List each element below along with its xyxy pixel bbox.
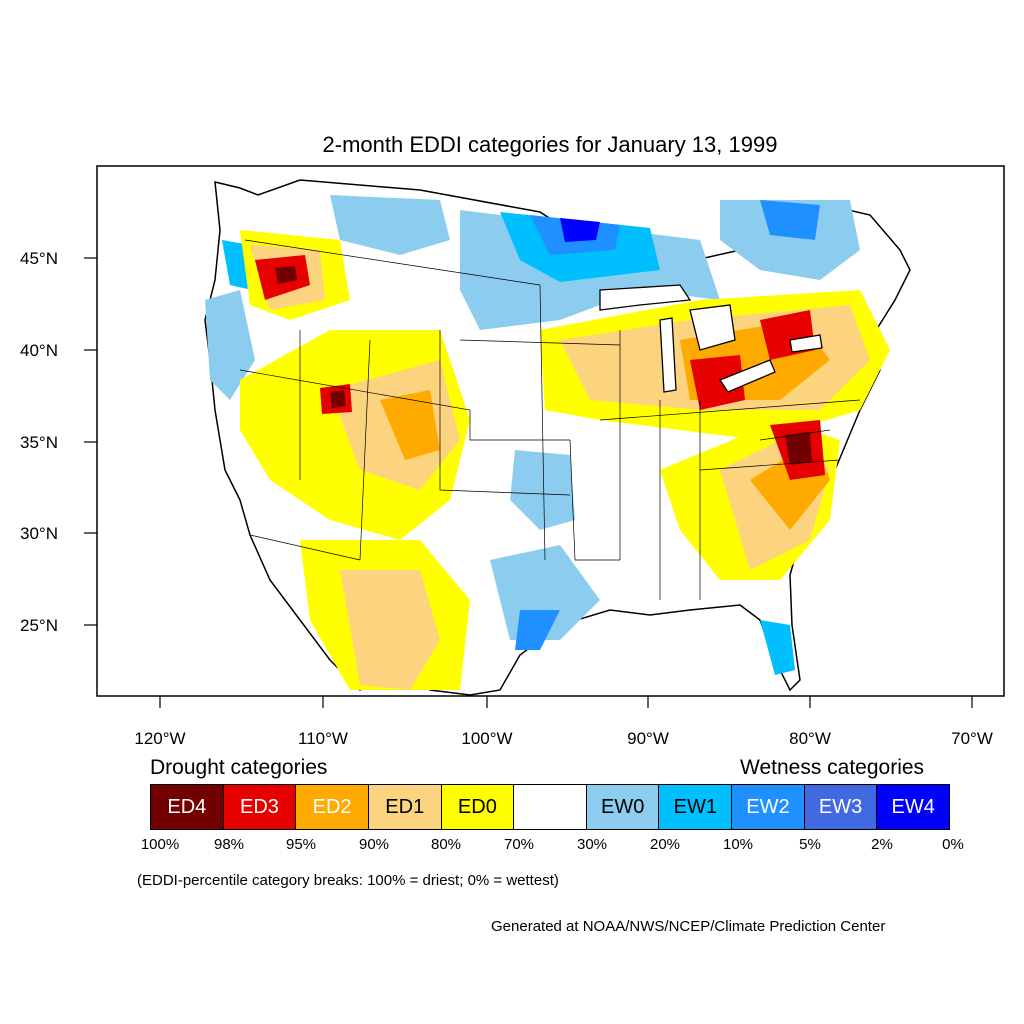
map-frame xyxy=(96,165,1005,697)
lon-label: 90°W xyxy=(627,729,669,748)
eddi-shading xyxy=(205,195,890,690)
lat-label: 25°N xyxy=(20,616,58,635)
lat-label: 35°N xyxy=(20,433,58,452)
legend-cell-ew1: EW1 xyxy=(659,785,733,829)
drought-categories-header: Drought categories xyxy=(150,756,328,779)
lat-label: 30°N xyxy=(20,524,58,543)
legend-break-label: 95% xyxy=(285,836,317,853)
lon-ticks xyxy=(159,696,973,708)
legend-cell-ew2: EW2 xyxy=(732,785,805,829)
legend-break-label: 5% xyxy=(799,836,821,853)
lon-label: 70°W xyxy=(951,729,993,748)
legend-break-label: 0% xyxy=(942,836,964,853)
legend-cell-normal xyxy=(514,785,587,829)
legend-break-label: 98% xyxy=(213,836,245,853)
lat-ticks xyxy=(84,257,97,626)
legend-cell-label: EW2 xyxy=(746,795,790,818)
category-breaks-note: (EDDI-percentile category breaks: 100% =… xyxy=(137,872,559,889)
lat-label: 40°N xyxy=(20,341,58,360)
legend-cell-label: EW0 xyxy=(600,795,645,818)
wetness-categories-header: Wetness categories xyxy=(740,756,925,779)
legend-cell-ed4: ED4 xyxy=(151,785,224,829)
legend-cell-label: ED0 xyxy=(457,795,497,818)
legend-cell-ew3: EW3 xyxy=(804,785,878,829)
lon-label: 100°W xyxy=(461,729,512,748)
map-title: 2-month EDDI categories for January 13, … xyxy=(322,132,778,157)
legend-cell-label: ED2 xyxy=(312,795,352,818)
legend-break-label: 20% xyxy=(649,836,681,853)
legend-cell-label: ED1 xyxy=(385,795,425,818)
credit-line: Generated at NOAA/NWS/NCEP/Climate Predi… xyxy=(491,918,886,935)
legend-cell-ed1: ED1 xyxy=(368,785,442,829)
category-legend: ED4 ED3 ED2 ED1 ED0 EW0 EW1 EW2 EW3 EW4 xyxy=(150,784,950,830)
lon-label: 120°W xyxy=(134,729,185,748)
state-borders xyxy=(239,239,861,600)
legend-break-label: 90% xyxy=(358,836,390,853)
legend-cell-ed3: ED3 xyxy=(223,785,297,829)
legend-break-label: 30% xyxy=(576,836,608,853)
lon-label: 80°W xyxy=(789,729,831,748)
legend-break-label: 100% xyxy=(140,836,180,853)
legend-cell-ed2: ED2 xyxy=(296,785,369,829)
legend-cell-label: ED3 xyxy=(240,795,279,818)
lon-label: 110°W xyxy=(298,729,348,748)
legend-cell-label: EW4 xyxy=(891,795,935,818)
legend-break-label: 70% xyxy=(503,836,535,853)
legend-cell-ed0: ED0 xyxy=(441,785,515,829)
great-lakes xyxy=(599,284,823,393)
legend-break-label: 10% xyxy=(722,836,754,853)
legend-cell-label: EW1 xyxy=(673,795,717,818)
map-field xyxy=(204,179,911,696)
legend-cell-label: EW3 xyxy=(818,795,863,818)
lat-label: 45°N xyxy=(20,249,58,268)
legend-cell-ew4: EW4 xyxy=(877,785,950,829)
legend-break-label: 80% xyxy=(430,836,462,853)
legend-break-label: 2% xyxy=(871,836,893,853)
legend-cell-ew0: EW0 xyxy=(586,785,660,829)
legend-cell-label: ED4 xyxy=(167,795,207,818)
